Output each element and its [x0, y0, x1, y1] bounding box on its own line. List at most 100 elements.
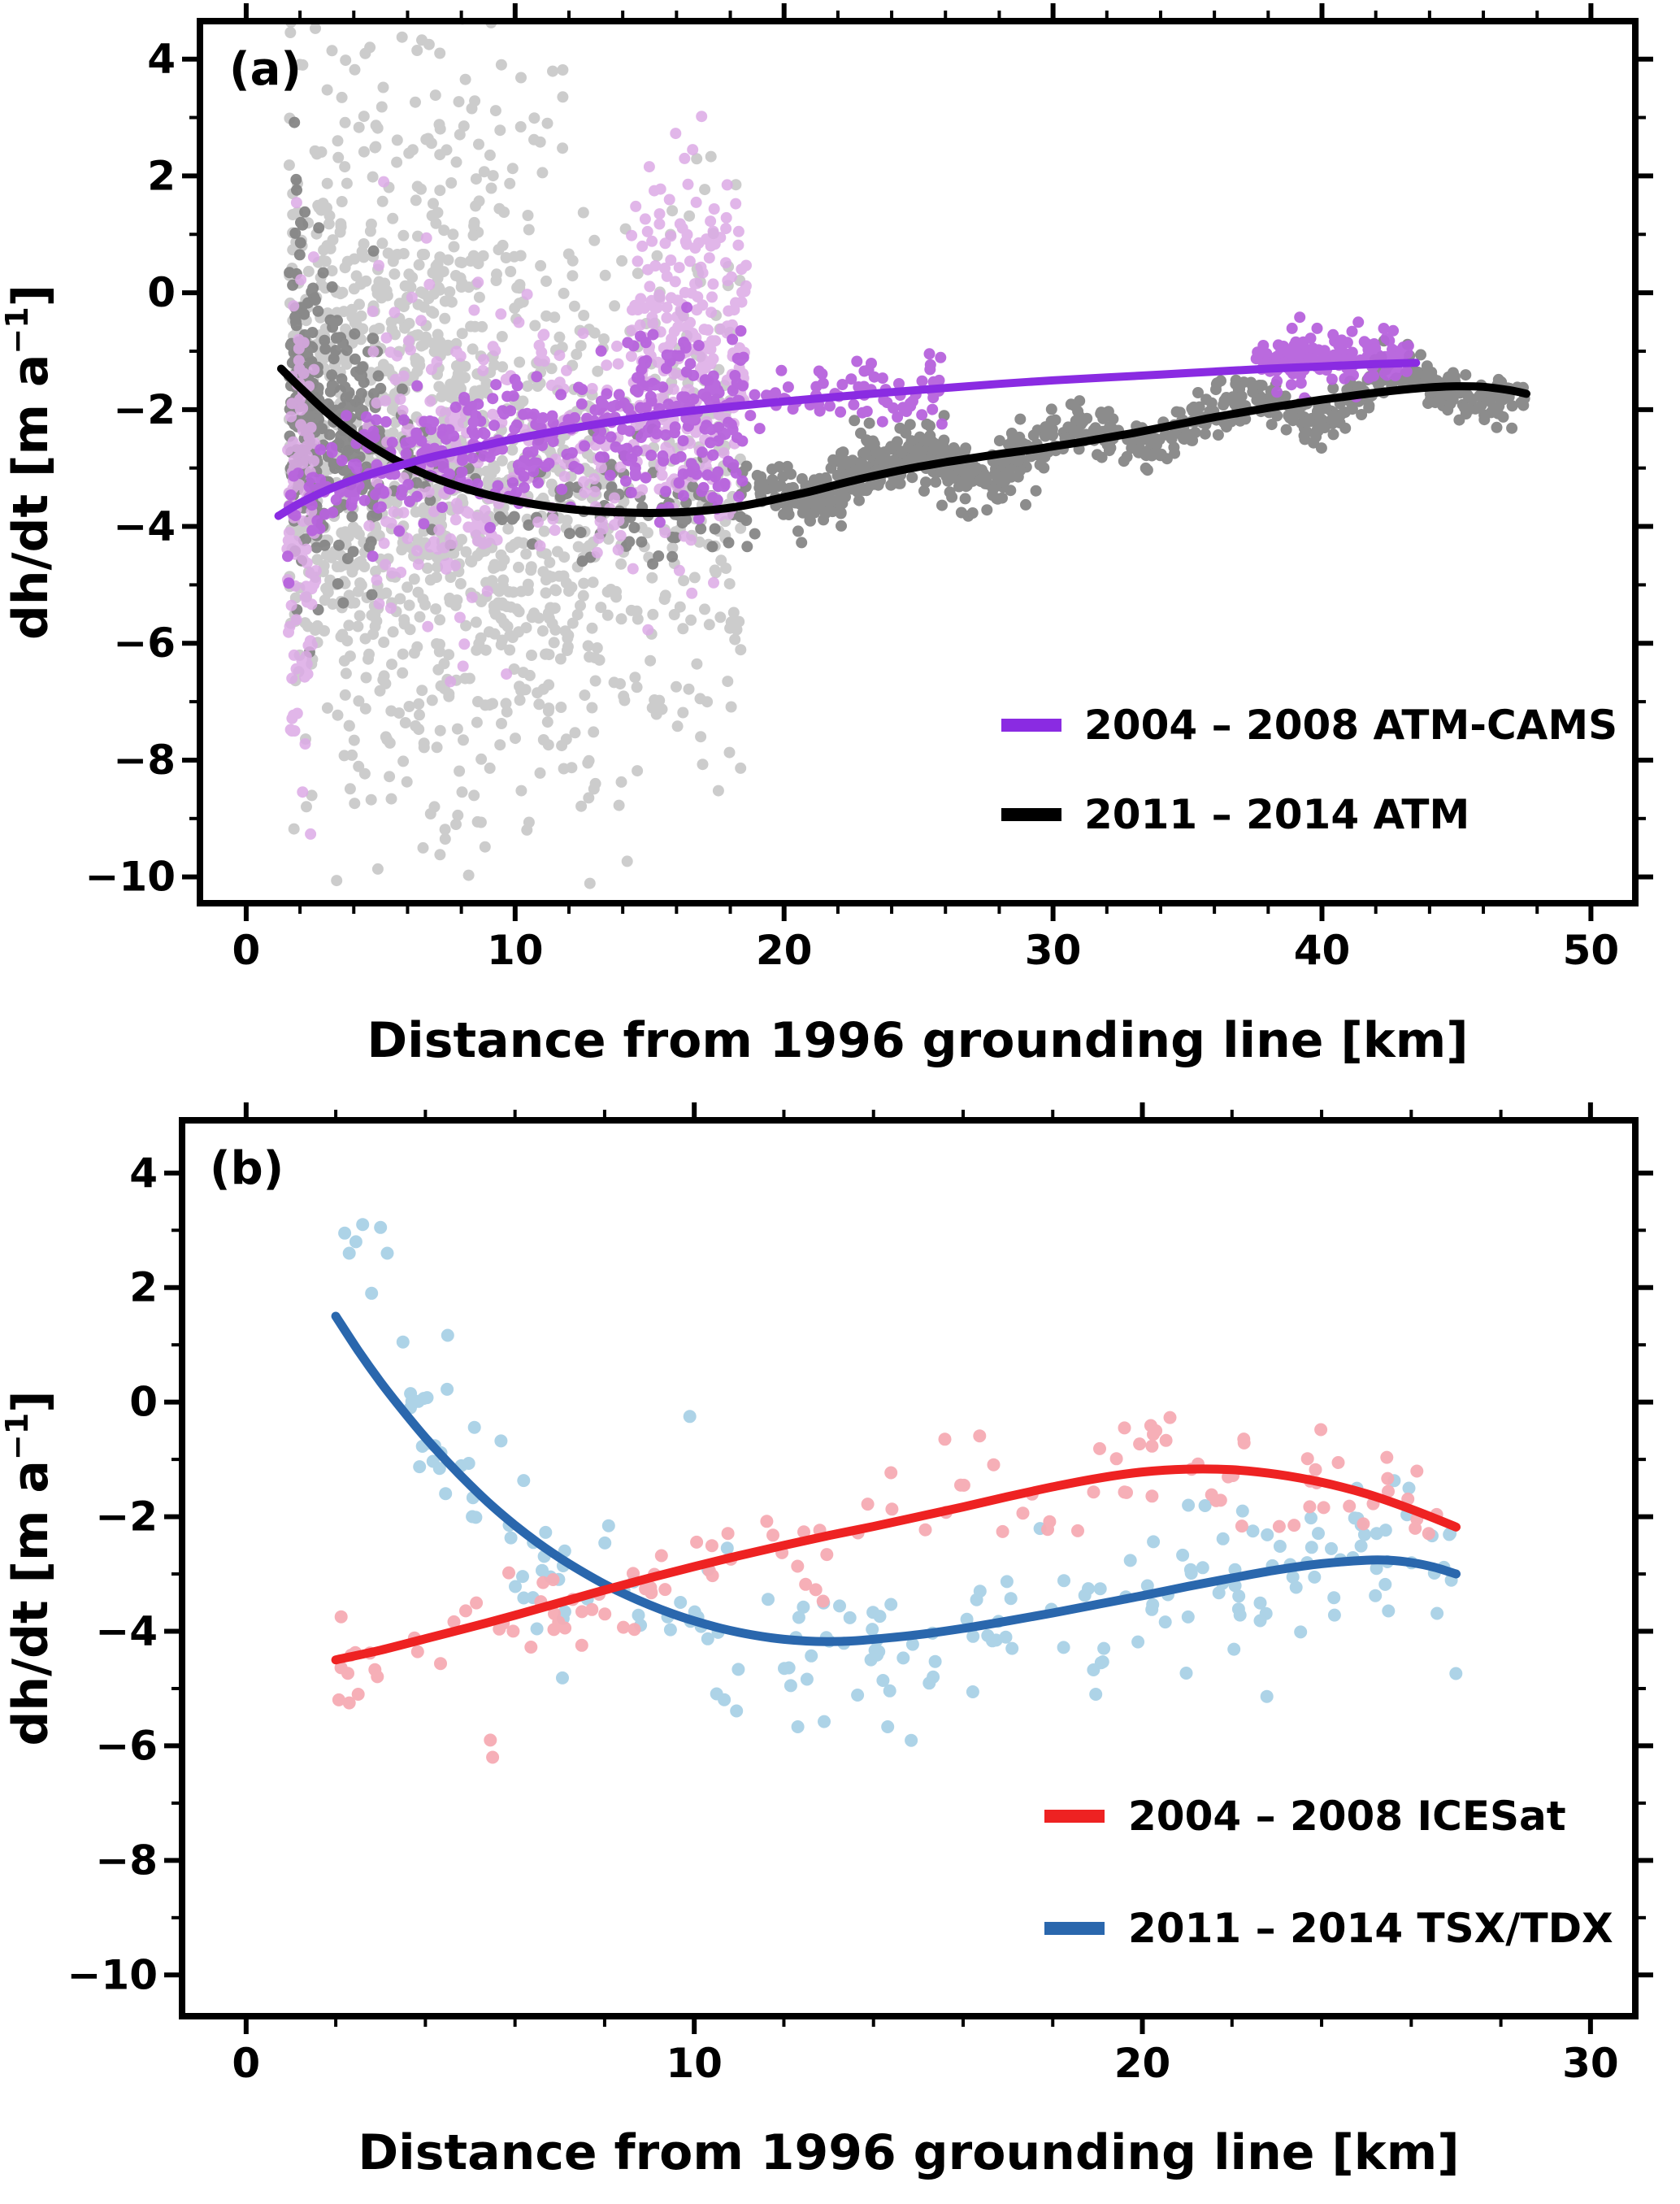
scatter-point [323, 428, 336, 441]
scatter-point [1363, 402, 1375, 414]
scatter-point [1327, 382, 1339, 394]
scatter-point [475, 753, 488, 765]
y-tick-label: −2 [95, 1493, 158, 1541]
scatter-point [498, 408, 510, 420]
scatter-point [380, 515, 393, 528]
scatter-point [922, 1676, 936, 1690]
y-tick-label: −2 [113, 386, 176, 433]
scatter-point [349, 1235, 362, 1249]
scatter-point [868, 371, 880, 383]
scatter-point [729, 370, 741, 381]
scatter-point [355, 310, 367, 322]
scatter-point [1071, 1524, 1084, 1537]
scatter-point [332, 578, 344, 590]
scatter-point [691, 153, 703, 165]
scatter-point [287, 209, 299, 220]
scatter-point [876, 415, 888, 428]
scatter-point [444, 286, 456, 298]
scatter-point [611, 340, 623, 352]
scatter-point [861, 1498, 875, 1511]
scatter-point [371, 615, 383, 627]
scatter-point [1422, 371, 1435, 383]
scatter-point [283, 159, 295, 172]
scatter-point [558, 287, 570, 299]
scatter-point [904, 419, 916, 431]
scatter-point [321, 177, 333, 189]
scatter-point [1216, 1532, 1230, 1545]
scatter-point [355, 579, 367, 591]
scatter-point [339, 161, 351, 173]
scatter-point [434, 954, 445, 965]
scatter-point [591, 546, 603, 559]
scatter-point [707, 449, 719, 461]
scatter-point [1221, 421, 1232, 433]
scatter-point [447, 228, 459, 241]
scatter-point [618, 690, 630, 702]
scatter-point [632, 1608, 645, 1622]
axes-b [164, 1102, 1653, 2034]
scatter-point [310, 22, 321, 34]
scatter-point [573, 463, 584, 475]
scatter-point [605, 431, 617, 443]
scatter-point [544, 556, 556, 568]
scatter-point [317, 267, 329, 279]
scatter-point [489, 345, 501, 357]
scatter-point [293, 333, 305, 346]
scatter-point [615, 613, 627, 625]
scatter-point [783, 509, 795, 520]
scatter-point [630, 200, 642, 212]
x-tick-label: 30 [1025, 927, 1082, 974]
scatter-point [521, 289, 533, 301]
panel-letter-b: (b) [210, 1142, 284, 1195]
scatter-point [701, 233, 713, 246]
scatter-point [1016, 1506, 1030, 1520]
scatter-point [645, 450, 658, 461]
scatter-point [598, 333, 610, 345]
scatter-point [444, 391, 456, 402]
scatter-point [1300, 416, 1312, 428]
scatter-point [906, 452, 918, 464]
legend-label-2004-2008-atm-cams: 2004 – 2008 ATM-CAMS [1084, 702, 1617, 749]
scatter-point [520, 548, 532, 560]
scatter-point [454, 578, 467, 589]
scatter-point [684, 255, 696, 267]
scatter-point [380, 677, 392, 689]
scatter-point [589, 675, 601, 687]
scatter-point [479, 505, 491, 516]
scatter-point [632, 255, 644, 267]
scatter-point [484, 149, 496, 161]
scatter-point [380, 559, 392, 571]
scatter-point [376, 237, 389, 250]
scatter-point [297, 786, 309, 798]
scatter-point [1181, 1610, 1195, 1624]
scatter-point [434, 185, 446, 197]
scatter-point [378, 176, 390, 188]
scatter-point [615, 776, 627, 788]
scatter-point [295, 419, 307, 431]
scatter-point [726, 271, 737, 283]
scatter-point [720, 223, 732, 235]
scatter-point [566, 762, 578, 774]
scatter-point [295, 274, 307, 286]
scatter-point [658, 454, 670, 467]
scatter-point [496, 454, 508, 467]
scatter-point [873, 1610, 887, 1624]
scatter-point [285, 411, 297, 423]
scatter-point [679, 286, 691, 298]
scatter-point [1370, 1562, 1383, 1576]
scatter-point [1095, 407, 1107, 419]
scatter-point [674, 601, 686, 613]
scatter-point [495, 59, 507, 71]
scatter-point [870, 445, 882, 457]
scatter-point [1506, 422, 1518, 434]
scatter-point [412, 230, 423, 242]
scatter-point [659, 527, 671, 539]
y-tick-label: 0 [147, 269, 176, 316]
scatter-point [534, 540, 546, 552]
scatter-point [393, 707, 405, 719]
scatter-point [809, 1583, 823, 1597]
scatter-point [674, 1596, 688, 1609]
panel-letter-a: (a) [229, 43, 302, 96]
scatter-point [282, 444, 294, 456]
